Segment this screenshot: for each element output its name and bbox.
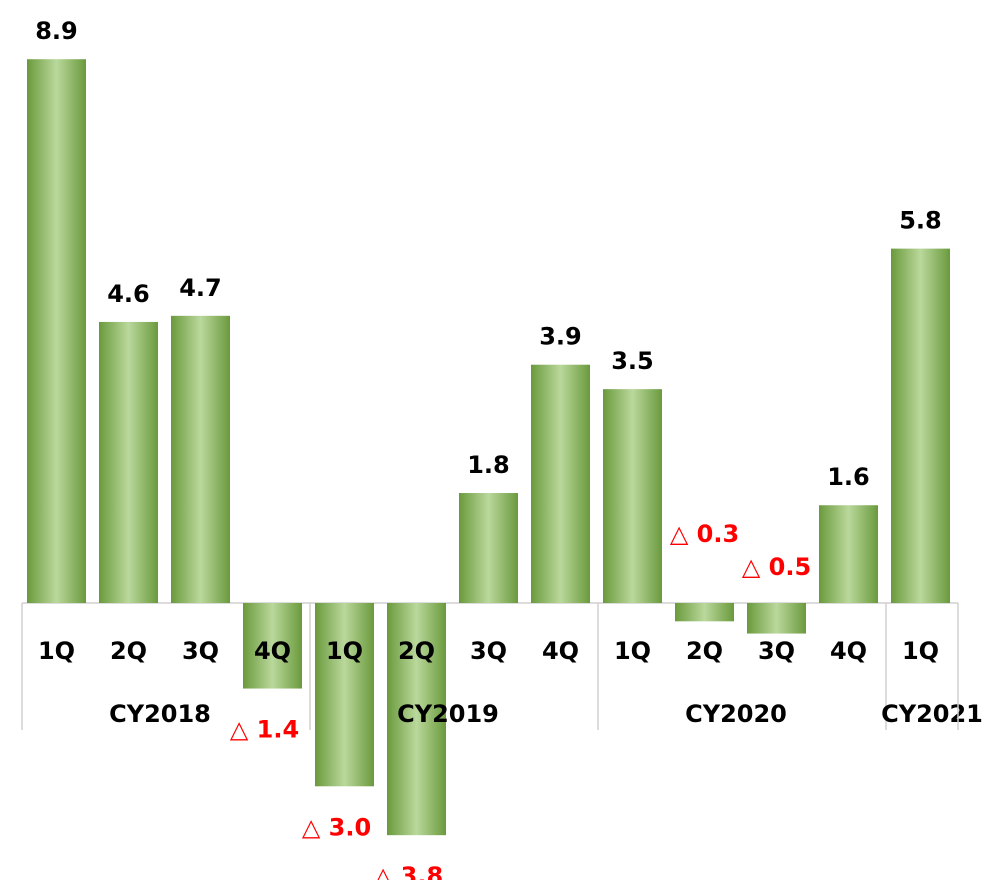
bar — [891, 248, 950, 603]
x-tick-label: 4Q — [254, 637, 291, 665]
group-label: CY2019 — [397, 700, 499, 728]
bar — [243, 603, 302, 689]
value-label: 3.5 — [611, 347, 654, 375]
bar — [819, 505, 878, 603]
bar — [675, 603, 734, 622]
value-label: 8.9 — [35, 17, 78, 45]
bar — [27, 59, 86, 603]
x-tick-label: 2Q — [686, 637, 723, 665]
x-tick-label: 2Q — [398, 637, 435, 665]
x-tick-label: 2Q — [110, 637, 147, 665]
bar — [171, 315, 230, 603]
value-label: △ 3.0 — [302, 813, 371, 841]
bar — [459, 493, 518, 603]
group-label: CY2018 — [109, 700, 211, 728]
bar — [603, 389, 662, 603]
x-tick-label: 1Q — [902, 637, 939, 665]
bar — [387, 603, 446, 836]
x-tick-label: 3Q — [182, 637, 219, 665]
group-label: CY2020 — [685, 700, 787, 728]
x-tick-label: 1Q — [326, 637, 363, 665]
bar — [315, 603, 374, 787]
x-tick-label: 1Q — [614, 637, 651, 665]
value-label: △ 3.8 — [374, 862, 443, 880]
value-label: 1.6 — [827, 463, 870, 491]
value-label: 4.6 — [107, 280, 150, 308]
value-label: △ 0.5 — [742, 553, 811, 581]
value-label: △ 1.4 — [230, 716, 299, 744]
value-label: 3.9 — [539, 323, 582, 351]
x-tick-label: 4Q — [830, 637, 867, 665]
value-label: △ 0.3 — [670, 520, 739, 548]
x-tick-label: 4Q — [542, 637, 579, 665]
bar — [531, 364, 590, 603]
value-label: 5.8 — [899, 207, 942, 235]
bar — [99, 321, 158, 603]
x-tick-label: 3Q — [758, 637, 795, 665]
group-label: CY2021 — [881, 700, 983, 728]
x-tick-label: 3Q — [470, 637, 507, 665]
bar — [747, 603, 806, 634]
value-label: 4.7 — [179, 274, 222, 302]
x-tick-label: 1Q — [38, 637, 75, 665]
value-label: 1.8 — [467, 451, 510, 479]
